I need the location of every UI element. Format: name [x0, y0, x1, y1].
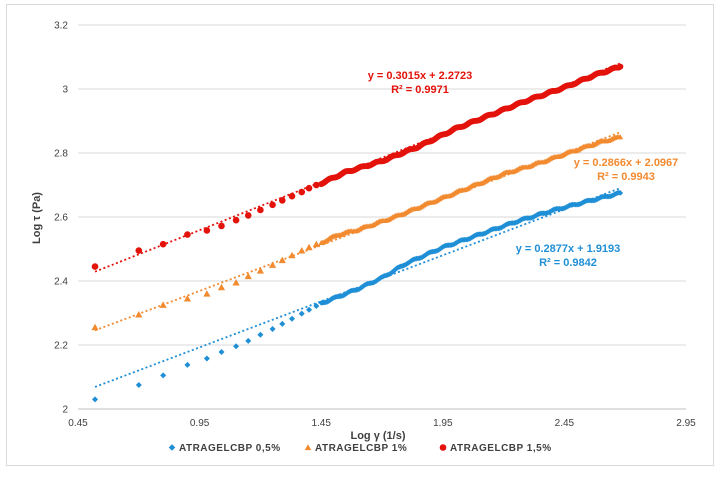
- series-2-point: [288, 251, 296, 259]
- x-tick-label: 1.45: [311, 418, 331, 429]
- series-3-point: [203, 227, 211, 234]
- series-2-point: [183, 295, 192, 302]
- series-3-point: [257, 206, 264, 214]
- data-points: [91, 63, 624, 403]
- series-3-point: [244, 212, 252, 219]
- trend-r2-1: R² = 0.9842: [539, 257, 597, 269]
- series-2-point: [244, 272, 252, 280]
- series-3-point: [305, 184, 313, 192]
- trend-equation-1: y = 0.2877x + 1.9193: [516, 243, 621, 255]
- series-1-point: [218, 349, 225, 356]
- series-3-point: [313, 181, 320, 189]
- x-axis-title: Log γ (1/s): [350, 430, 405, 442]
- series-1-point: [313, 302, 320, 309]
- legend-label-1: ATRAGELCBP 0,5%: [179, 443, 281, 454]
- series-2-point: [232, 279, 240, 286]
- trend-equations: y = 0.2877x + 1.9193 R² = 0.9842 y = 0.286…: [368, 70, 679, 269]
- series-2-point: [256, 267, 264, 274]
- x-tick-label: 0.95: [190, 418, 210, 429]
- x-tick-label: 0.45: [68, 418, 88, 429]
- series-1-point: [289, 315, 296, 322]
- series-2-point: [268, 261, 277, 268]
- x-tick-label: 1.95: [433, 418, 453, 429]
- series-1-point: [269, 326, 276, 332]
- y-tick-label: 3: [62, 85, 68, 96]
- series-1-point: [160, 372, 167, 379]
- series-2-point: [217, 283, 226, 291]
- series-1-point: [257, 331, 264, 338]
- trendlines: [94, 62, 621, 388]
- series-1-point: [298, 310, 305, 317]
- legend-label-3: ATRAGELCBP 1,5%: [450, 443, 552, 454]
- series-1-point: [135, 382, 142, 388]
- series-3-point: [184, 231, 191, 238]
- legend: ATRAGELCBP 0,5% ATRAGELCBP 1% ATRAGELCBP 1…: [168, 443, 552, 454]
- series-3-point: [232, 216, 240, 224]
- y-axis-title: Log τ (Pa): [31, 192, 43, 244]
- series-2-point: [312, 240, 320, 248]
- trend-equation-3: y = 0.3015x + 2.2723: [368, 70, 473, 82]
- y-axis-ticks: 2 2.2 2.4 2.6 2.8 3 3.2: [54, 21, 68, 416]
- chart-frame: [6, 4, 714, 466]
- series-3-point: [298, 188, 306, 196]
- y-tick-label: 3.2: [54, 21, 68, 32]
- series-2-point: [305, 243, 313, 251]
- legend-marker-2: [304, 444, 312, 451]
- y-tick-label: 2.2: [54, 341, 68, 352]
- series-1-point: [233, 343, 240, 350]
- legend-marker-3: [439, 444, 447, 451]
- series-2-point: [298, 247, 306, 254]
- series-1-point: [245, 337, 252, 344]
- series-2-point: [135, 311, 143, 318]
- series-3-point: [91, 263, 99, 270]
- series-2-point: [91, 323, 99, 331]
- x-axis-ticks: 0.45 0.95 1.45 1.95 2.45 2.95: [68, 418, 696, 429]
- trend-r2-3: R² = 0.9971: [391, 84, 449, 96]
- y-tick-label: 2.4: [54, 277, 68, 288]
- x-tick-label: 2.95: [676, 418, 696, 429]
- series-3-point: [218, 222, 225, 230]
- y-tick-label: 2: [62, 405, 68, 416]
- trend-r2-2: R² = 0.9943: [597, 171, 655, 183]
- series-3-point: [617, 63, 624, 70]
- series-1-point: [617, 190, 624, 196]
- y-tick-label: 2.6: [54, 213, 68, 224]
- series-1-point: [279, 320, 286, 327]
- series-1-point: [203, 355, 210, 362]
- series-3-point: [278, 197, 286, 204]
- series-3-point: [135, 247, 143, 254]
- series-3-point: [159, 240, 167, 248]
- series-1-point: [92, 396, 99, 403]
- series-2-point: [159, 301, 167, 308]
- y-tick-label: 2.8: [54, 149, 68, 160]
- trend-equation-2: y = 0.2866x + 2.0967: [574, 157, 679, 169]
- series-2-point: [278, 256, 286, 264]
- series-1-point: [306, 306, 313, 313]
- series-2-point: [203, 290, 211, 297]
- legend-label-2: ATRAGELCBP 1%: [315, 443, 407, 454]
- x-tick-label: 2.45: [555, 418, 575, 429]
- series-1-point: [184, 361, 191, 368]
- series-3-point: [288, 192, 296, 200]
- series-3-point: [269, 201, 276, 209]
- gridlines: [78, 24, 686, 410]
- legend-marker-1: [168, 444, 176, 451]
- series-2-point: [617, 134, 624, 140]
